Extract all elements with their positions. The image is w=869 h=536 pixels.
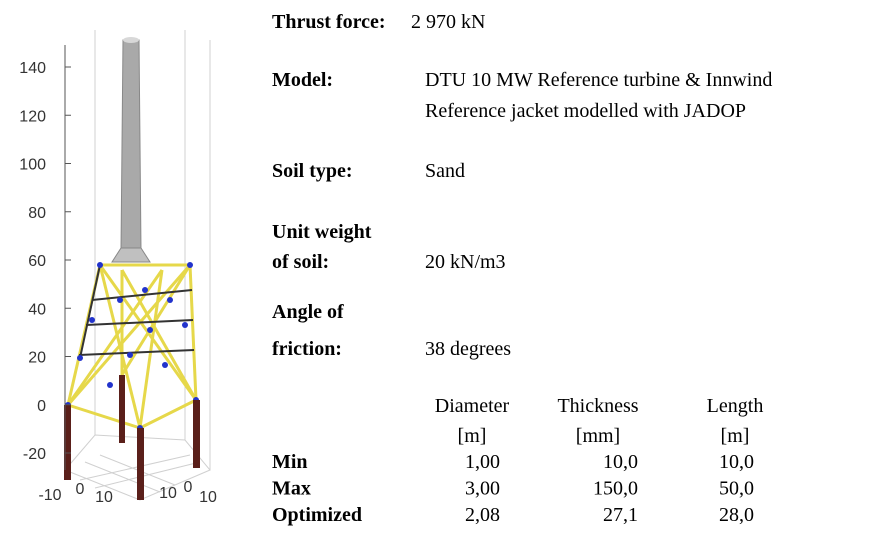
cell: 2,08: [465, 504, 500, 526]
info-value: 20 kN/m3: [425, 251, 506, 273]
z-tick-label: 80: [28, 205, 46, 222]
y-tick-label: 0: [184, 479, 193, 496]
info-label: Thrust force:: [272, 11, 386, 33]
column-unit: [m]: [458, 425, 487, 447]
info-label: Soil type:: [272, 160, 353, 182]
column-header: Length: [707, 395, 764, 417]
y-tick-label: 10: [159, 485, 177, 502]
info-value: Reference jacket modelled with JADOP: [425, 100, 746, 122]
x-tick-label: 10: [95, 489, 113, 506]
column-header: Diameter: [435, 395, 510, 417]
x-tick-label: -10: [38, 487, 61, 504]
column-unit: [mm]: [576, 425, 620, 447]
z-tick-label: 100: [19, 157, 46, 174]
cell: 3,00: [465, 478, 500, 500]
row-label: Max: [272, 478, 311, 500]
info-value: Sand: [425, 160, 465, 182]
y-tick-label: 10: [199, 489, 217, 506]
cell: 27,1: [603, 504, 638, 526]
info-value: 38 degrees: [425, 338, 511, 360]
cell: 28,0: [719, 504, 754, 526]
z-tick-label: 20: [28, 350, 46, 367]
row-label: Min: [272, 451, 308, 473]
column-header: Thickness: [557, 395, 638, 417]
cell: 10,0: [719, 451, 754, 473]
z-tick-label: 40: [28, 301, 46, 318]
cell: 1,00: [465, 451, 500, 473]
cell: 50,0: [719, 478, 754, 500]
z-tick-label: 0: [37, 398, 46, 415]
info-label: Angle of: [272, 301, 344, 323]
z-tick-label: 60: [28, 253, 46, 270]
info-label: friction:: [272, 338, 342, 360]
tower: [112, 37, 150, 262]
column-unit: [m]: [721, 425, 750, 447]
z-tick-label: 120: [19, 108, 46, 125]
cell: 10,0: [603, 451, 638, 473]
cell: 150,0: [593, 478, 638, 500]
jacket: [68, 265, 196, 428]
row-label: Optimized: [272, 504, 362, 526]
info-label: of soil:: [272, 251, 329, 273]
z-tick-label: -20: [23, 446, 46, 463]
z-tick-label: 140: [19, 60, 46, 77]
x-tick-label: 0: [76, 481, 85, 498]
info-label: Model:: [272, 69, 333, 91]
info-value: 2 970 kN: [411, 11, 485, 33]
info-label: Unit weight: [272, 221, 372, 243]
info-value: DTU 10 MW Reference turbine & Innwind: [425, 69, 772, 91]
figure: 140120100806040200-20-1001010010Thrust f…: [0, 0, 869, 536]
